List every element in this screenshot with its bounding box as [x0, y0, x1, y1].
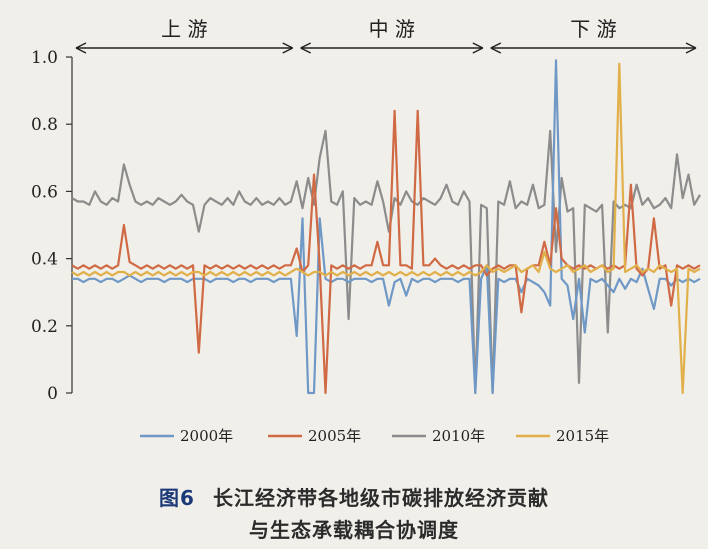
y-tick-label: 0.4 — [31, 250, 58, 270]
legend-label: 2000年 — [180, 427, 233, 445]
legend-item: 2010年 — [392, 427, 485, 445]
region-label: 中 游 — [369, 17, 415, 41]
legend-item: 2000年 — [140, 427, 233, 445]
series-line-3 — [71, 62, 701, 395]
y-tick-label: 0.8 — [31, 115, 58, 135]
region-arrow — [300, 42, 484, 54]
figure-number: 图6 — [159, 486, 195, 510]
caption-text-2: 与生态承载耦合协调度 — [249, 518, 459, 542]
legend-item: 2005年 — [268, 427, 361, 445]
region-arrow — [75, 42, 294, 54]
y-tick-label: 0.6 — [31, 182, 58, 202]
y-tick-label: 0.2 — [31, 317, 58, 337]
legend-label: 2015年 — [556, 427, 609, 445]
series-line-0 — [72, 59, 701, 395]
legend-item: 2015年 — [516, 427, 609, 445]
region-label: 下 游 — [570, 17, 616, 41]
y-tick-label: 0 — [47, 384, 58, 404]
legend-label: 2010年 — [432, 427, 485, 445]
series-line-2 — [71, 129, 701, 395]
region-label: 上 游 — [161, 17, 207, 41]
region-arrow — [490, 42, 697, 54]
figure-caption-line-1: 图6 长江经济带各地级市碳排放经济贡献 — [0, 482, 708, 511]
legend-label: 2005年 — [308, 427, 361, 445]
caption-text-1: 长江经济带各地级市碳排放经济贡献 — [212, 486, 549, 510]
series-line-1 — [71, 109, 701, 395]
y-tick-label: 1.0 — [31, 48, 58, 68]
figure-caption-line-2: 与生态承载耦合协调度 — [0, 514, 708, 543]
